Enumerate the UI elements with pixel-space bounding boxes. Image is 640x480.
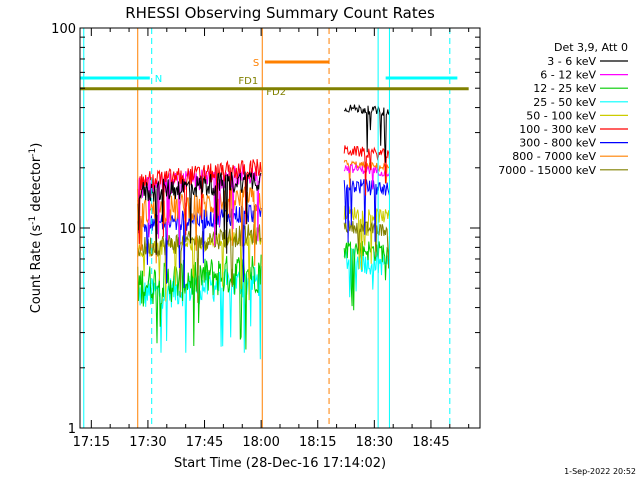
series-trace: [137, 171, 262, 255]
series-100_300keV: [137, 145, 390, 244]
legend-label: 12 - 25 keV: [533, 82, 596, 95]
legend-entry: 12 - 25 keV: [533, 82, 628, 95]
series-trace: [343, 220, 390, 269]
y-axis-label-main: Count Rate (s: [29, 225, 44, 314]
legend-label: 800 - 7000 keV: [512, 150, 596, 163]
y-axis-label: Count Rate (s-1 detector-1): [28, 143, 44, 314]
series-trace: [137, 223, 262, 303]
y-tick-label: 100: [51, 22, 76, 37]
data-layer: [137, 104, 390, 360]
y-tick-label: 10: [59, 222, 76, 237]
x-tick-label: 18:00: [242, 435, 279, 450]
legend-label: 50 - 100 keV: [526, 109, 596, 122]
legend-entry: 100 - 300 keV: [519, 123, 628, 136]
x-tick-label: 17:15: [73, 435, 110, 450]
series-trace: [343, 104, 390, 163]
x-axis-label: Start Time (28-Dec-16 17:14:02): [174, 456, 386, 471]
y-axis-label-sup1: -1: [28, 216, 38, 225]
y-tick-label: 1: [68, 422, 76, 437]
chart-title: RHESSI Observing Summary Count Rates: [125, 4, 435, 22]
series-7000_15000keV: [137, 220, 390, 303]
series-trace: [343, 159, 390, 188]
legend-entry: 50 - 100 keV: [526, 109, 628, 122]
series-trace: [137, 254, 262, 350]
legend-title: Det 3,9, Att 0: [554, 41, 628, 54]
y-axis-label-end: ): [29, 143, 44, 148]
flag-label-n: N: [155, 74, 162, 85]
series-trace: [343, 163, 390, 190]
legend-label: 6 - 12 keV: [540, 69, 596, 82]
series-trace: [137, 159, 262, 244]
legend-label: 25 - 50 keV: [533, 96, 596, 109]
series-trace: [343, 178, 390, 243]
flag-label-s: S: [253, 58, 259, 69]
y-axis-label-mid: detector: [29, 156, 44, 216]
flag-label-fd1: FD1: [238, 76, 258, 87]
series-trace: [343, 248, 390, 298]
x-tick-label: 18:30: [356, 435, 393, 450]
annotation-layer: N S FD1 FD2: [80, 28, 469, 428]
legend-entry: 800 - 7000 keV: [512, 150, 628, 163]
legend-label: 3 - 6 keV: [547, 55, 596, 68]
series-12_25keV: [137, 240, 390, 350]
x-tick-label: 17:45: [186, 435, 223, 450]
legend-entry: 7000 - 15000 keV: [498, 164, 628, 177]
legend-entry: 25 - 50 keV: [533, 96, 628, 109]
legend-label: 300 - 800 keV: [519, 137, 596, 150]
legend-label: 7000 - 15000 keV: [498, 164, 596, 177]
legend-label: 100 - 300 keV: [519, 123, 596, 136]
flag-label-fd2: FD2: [266, 87, 286, 98]
series-trace: [343, 145, 390, 196]
x-tick-label: 18:15: [299, 435, 336, 450]
series-trace: [343, 240, 390, 311]
series-3_6keV: [137, 104, 390, 255]
generation-timestamp: 1-Sep-2022 20:52: [564, 467, 636, 476]
x-tick-label: 18:45: [412, 435, 449, 450]
legend-entry: 300 - 800 keV: [519, 137, 628, 150]
x-tick-label: 17:30: [129, 435, 166, 450]
legend-entry: 6 - 12 keV: [540, 69, 628, 82]
tick-layer: 17:15 17:30 17:45 18:00 18:15 18:30 18:45 1 10 10…: [51, 22, 480, 450]
y-axis-label-sup2: -1: [28, 148, 38, 157]
legend-entry: 3 - 6 keV: [547, 55, 628, 68]
